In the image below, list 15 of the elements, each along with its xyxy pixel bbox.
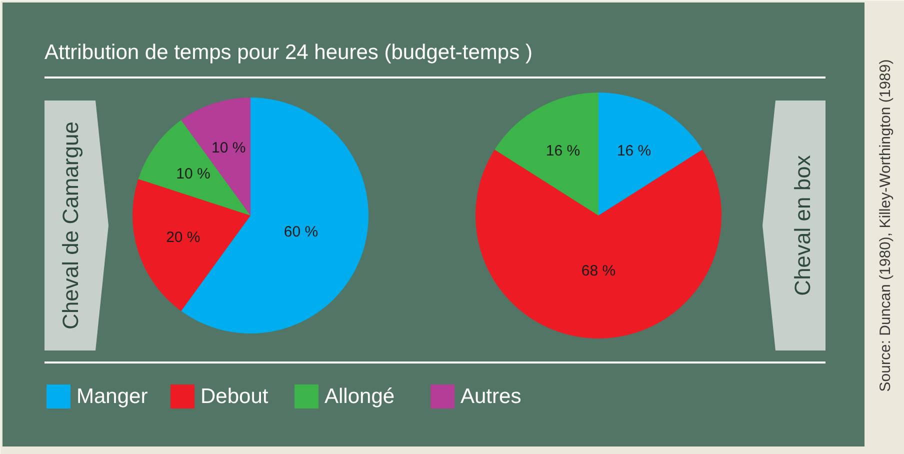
data-label: 10 % [212,140,246,157]
legend-label: Autres [460,385,522,408]
data-label: 60 % [284,223,318,240]
data-label: 10 % [176,165,210,182]
text: Cheval de Camargue [58,122,83,330]
data-label: 68 % [581,262,616,280]
legend-label: Manger [76,385,148,408]
chart-title: Attribution de temps pour 24 heures (budget-temps ) [44,41,532,64]
legend-label: Debout [200,385,268,408]
text: Cheval en box [790,155,815,296]
data-label: 16 % [546,142,580,160]
legend-label: Allongé [324,385,395,408]
data-label: 20 % [166,228,200,246]
data-label: 16 % [616,142,652,160]
source-note: Source: Duncan (1980), Killey-Worthington (1989) [877,59,894,392]
